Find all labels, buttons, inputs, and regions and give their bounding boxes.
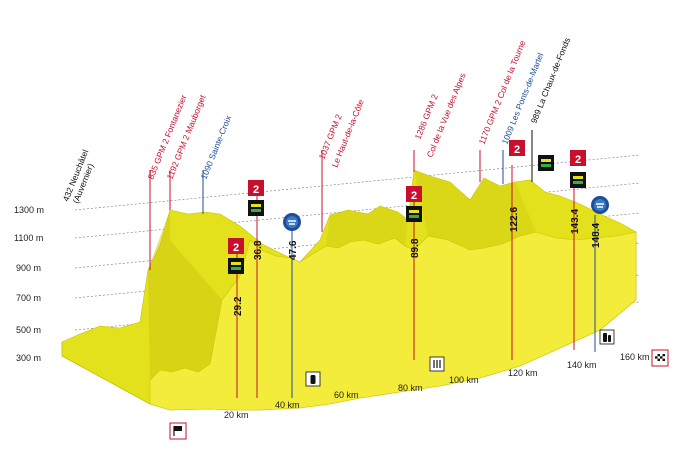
km-tick-label: 160 km — [620, 352, 650, 362]
altitude-tick-label: 500 m — [16, 325, 41, 335]
altitude-tick-label: 900 m — [16, 263, 41, 273]
profile-front-face — [149, 231, 637, 411]
sprint-icon — [591, 196, 609, 214]
climb-category: 2 — [514, 144, 520, 156]
climb-km-label: 122.6 — [509, 207, 520, 232]
altitude-tick-label: 1100 m — [14, 233, 43, 243]
climb-category-icon: 2 — [570, 150, 586, 188]
feed-zone-icon — [599, 329, 615, 345]
finish-flag-icon — [651, 349, 669, 367]
sprint-lines — [202, 150, 596, 398]
altitude-axis: 300 m 500 m 700 m 900 m 1100 m 1300 m — [14, 205, 44, 363]
start-flag-icon — [169, 422, 187, 440]
altitude-tick-label: 700 m — [16, 293, 41, 303]
climb-badges: 2 2 2 2 2 — [228, 140, 586, 274]
altitude-tick-label: 1300 m — [14, 205, 44, 215]
sprint-km-label: 47.6 — [288, 240, 299, 260]
km-tick-label: 80 km — [398, 383, 423, 393]
climb-category: 2 — [575, 154, 581, 166]
location-label: 1090 Sainte-Croix — [199, 113, 234, 181]
profile-terrain — [61, 169, 637, 411]
km-tick-label: 20 km — [224, 410, 249, 420]
feed-zone-icon — [305, 371, 321, 387]
climb-km-label: 29.2 — [233, 296, 244, 316]
climb-category: 2 — [253, 184, 259, 196]
climb-category-icon: 2 — [406, 186, 422, 222]
km-axis: 20 km 40 km 60 km 80 km 100 km 120 km 14… — [224, 352, 650, 420]
climb-category-icon: 2 — [228, 238, 244, 274]
sprint-icons — [283, 196, 609, 231]
km-tick-label: 120 km — [508, 368, 538, 378]
sprint-icon — [283, 213, 301, 231]
profile-ridge-shadow — [414, 170, 536, 250]
profile-ridge-shadow — [326, 206, 408, 248]
sprint-km-label: 148.4 — [591, 223, 602, 248]
climb-category-icon: 2 — [509, 140, 525, 156]
km-tick-label: 60 km — [334, 390, 359, 400]
km-tick-label: 40 km — [275, 400, 300, 410]
segment-labels: 29.2 36.8 47.6 89.8 122.6 143.4 148.4 — [233, 207, 602, 316]
profile-left-base — [61, 342, 151, 405]
climb-category-icon: 2 — [248, 180, 264, 216]
location-labels: 432 Neuchâtel (Auvernier) 835 GPM 2 Font… — [61, 36, 573, 205]
climb-km-label: 89.8 — [410, 238, 421, 258]
climb-km-label: 143.4 — [570, 209, 581, 234]
km-tick-label: 140 km — [567, 360, 597, 370]
km-tick-label: 100 km — [449, 375, 479, 385]
climb-lines — [149, 150, 575, 398]
altitude-tick-label: 300 m — [16, 353, 41, 363]
climb-category: 2 — [233, 242, 239, 254]
profile-ridge-shadow — [148, 210, 222, 380]
bottom-icons — [169, 329, 669, 440]
food-icon — [429, 356, 445, 372]
climb-category-icon — [538, 155, 554, 171]
climb-km-label: 36.8 — [253, 240, 264, 260]
climb-category: 2 — [411, 190, 417, 202]
